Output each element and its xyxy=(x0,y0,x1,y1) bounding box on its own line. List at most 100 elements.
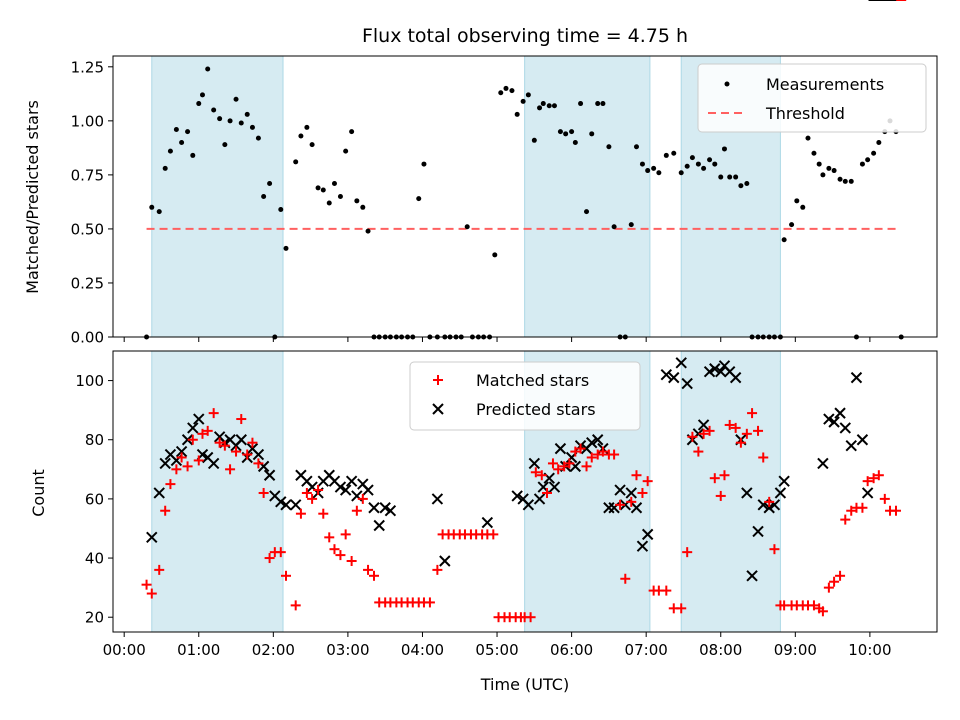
measurement-point xyxy=(514,111,520,117)
predicted-star-point xyxy=(641,528,654,541)
matched-star-point xyxy=(357,493,368,504)
top-y-axis: 0.00 0.25 0.50 0.75 1.00 1.25 xyxy=(71,58,113,347)
legend-matched-symbol xyxy=(433,375,443,385)
measurement-point xyxy=(179,139,185,145)
measurement-point xyxy=(600,101,606,107)
bottom-ytick-label: 100 xyxy=(75,372,104,390)
measurement-point xyxy=(628,222,634,228)
measurement-point xyxy=(278,206,284,212)
predicted-star-point xyxy=(715,365,727,378)
matched-star-point xyxy=(846,505,857,516)
matched-star-point xyxy=(693,446,704,457)
predicted-star-point xyxy=(339,484,352,496)
predicted-star-point xyxy=(625,487,637,499)
predicted-star-point xyxy=(554,442,567,455)
top-panel: Flux total observing time = 4.75 h 0.000… xyxy=(23,25,938,347)
legend-measurements-marker xyxy=(724,81,730,87)
measurement-point xyxy=(794,198,800,204)
matched-star-point xyxy=(324,532,335,543)
predicted-star-point xyxy=(379,502,391,514)
measurement-point xyxy=(205,66,211,72)
predicted-star-point xyxy=(548,481,561,493)
measurement-point xyxy=(695,161,701,167)
predicted-star-point xyxy=(839,422,851,434)
predicted-star-point xyxy=(703,365,716,378)
top-ytick-label: 1.00 xyxy=(71,112,104,130)
measurement-point xyxy=(211,107,217,113)
measurement-point xyxy=(421,161,427,167)
predicted-star-point xyxy=(752,525,764,538)
matched-star-point xyxy=(626,496,637,507)
measurement-point xyxy=(320,187,326,193)
measurement-point xyxy=(781,237,787,243)
predicted-star-point xyxy=(681,377,693,390)
measurement-point xyxy=(503,85,509,91)
measurement-point xyxy=(416,196,422,202)
predicted-star-point xyxy=(159,457,171,470)
measurement-point xyxy=(837,176,843,182)
legend-measurements-label: Measurements xyxy=(766,75,884,94)
bottom-panel: 20 40 60 80 100 00:00 01:00 02:00 03:00 04:00 05:… xyxy=(29,0,938,694)
measurement-point xyxy=(876,139,882,145)
matched-star-point xyxy=(258,487,269,498)
predicted-star-point xyxy=(384,505,397,517)
matched-star-point xyxy=(868,473,879,484)
matched-star-point xyxy=(530,467,541,478)
matched-star-point xyxy=(264,553,275,564)
predicted-star-point xyxy=(636,540,649,552)
measurement-point xyxy=(805,135,811,141)
measurement-point xyxy=(684,163,690,169)
matched-star-point xyxy=(182,461,193,472)
predicted-star-point xyxy=(533,493,546,505)
top-measurements xyxy=(144,66,904,340)
top-ytick-label: 1.25 xyxy=(71,58,104,76)
bottom-ytick-label: 40 xyxy=(85,550,104,568)
matched-star-point xyxy=(597,446,608,457)
matched-star-point xyxy=(817,606,828,617)
measurement-point xyxy=(551,103,557,109)
predicted-star-point xyxy=(187,422,199,434)
measurement-point xyxy=(811,150,817,156)
measurement-point xyxy=(531,137,537,143)
measurement-point xyxy=(645,168,651,174)
matched-star-point xyxy=(559,461,570,472)
top-band-1 xyxy=(524,55,651,338)
measurement-point xyxy=(267,181,273,187)
predicted-star-point xyxy=(741,487,753,499)
bottom-plot-frame xyxy=(112,350,938,633)
measurement-point xyxy=(162,165,168,171)
measurement-point xyxy=(185,129,191,135)
measurement-point xyxy=(589,131,595,137)
bottom-xtick-label: 03:00 xyxy=(326,641,369,659)
legend-matched-marker xyxy=(433,375,443,385)
matched-star-point xyxy=(247,437,258,448)
matched-star-point xyxy=(631,470,642,481)
matched-star-point xyxy=(862,476,873,487)
measurement-point xyxy=(173,126,179,132)
measurement-point xyxy=(584,209,590,215)
matched-star-point xyxy=(730,422,741,433)
bottom-ytick-label: 20 xyxy=(85,609,104,627)
measurement-point xyxy=(520,98,526,104)
measurement-point xyxy=(578,101,584,107)
matched-star-point xyxy=(281,570,292,581)
measurement-point xyxy=(789,222,795,228)
bottom-xtick-label: 04:00 xyxy=(401,641,444,659)
matched-star-point xyxy=(564,458,575,469)
matched-star-point xyxy=(642,476,653,487)
measurement-point xyxy=(249,124,255,130)
matched-star-point xyxy=(197,428,208,439)
bottom-xtick-label: 02:00 xyxy=(252,641,295,659)
predicted-star-point xyxy=(778,475,790,487)
matched-star-point xyxy=(687,431,698,442)
measurement-point xyxy=(606,144,612,150)
predicted-star-point xyxy=(774,487,787,499)
measurement-point xyxy=(498,90,504,96)
measurement-point xyxy=(492,252,498,258)
matched-star-point xyxy=(318,508,329,519)
measurement-point xyxy=(360,204,366,210)
measurement-point xyxy=(464,224,470,230)
bottom-xtick-label: 09:00 xyxy=(774,641,817,659)
predicted-star-point xyxy=(181,434,194,446)
matched-star-point xyxy=(769,544,780,555)
